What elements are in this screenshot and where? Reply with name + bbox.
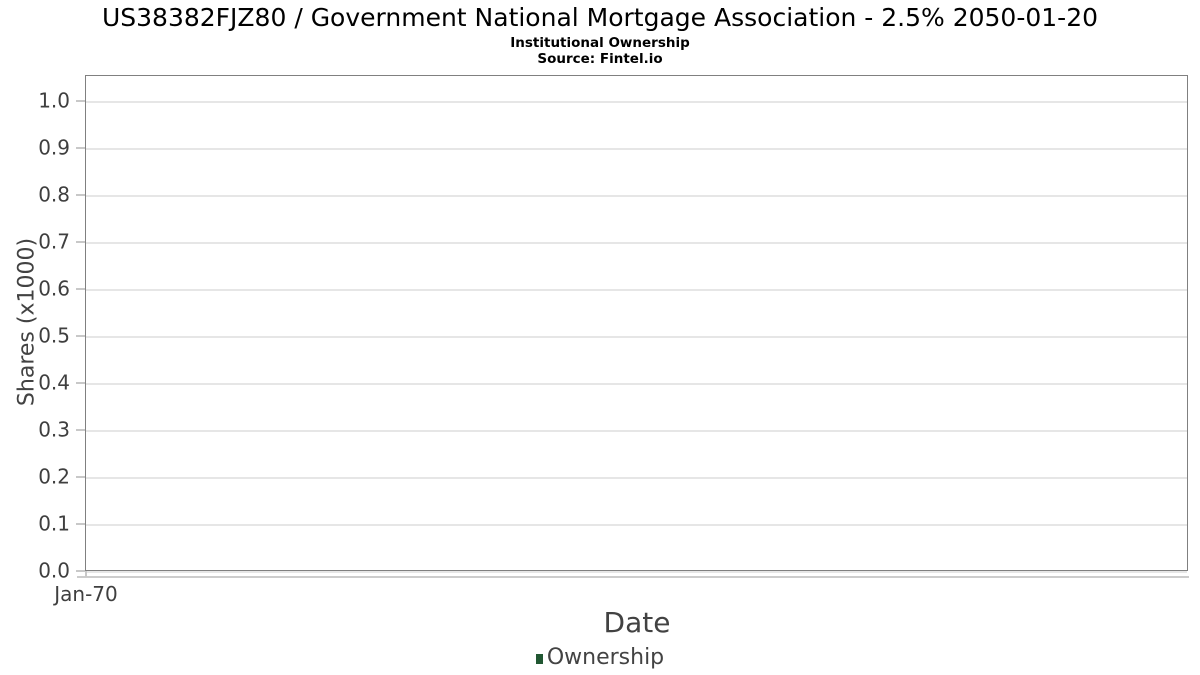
x-axis-title: Date — [603, 606, 671, 639]
y-tick-label: 0.1 — [38, 511, 70, 536]
gridline — [86, 383, 1187, 385]
y-tick-mark — [76, 147, 85, 149]
legend-label: Ownership — [546, 645, 665, 670]
y-tick-label: 0.6 — [38, 276, 70, 301]
x-tick-mark — [85, 571, 87, 577]
y-tick-label: 0.8 — [38, 182, 70, 207]
y-tick-mark — [76, 335, 85, 337]
x-axis-line — [77, 576, 1189, 578]
legend-item-ownership[interactable]: Ownership — [535, 645, 665, 670]
y-tick-mark — [76, 194, 85, 196]
gridline — [86, 477, 1187, 479]
y-tick-label: 1.0 — [38, 88, 70, 113]
chart-title: US38382FJZ80 / Government National Mortg… — [101, 3, 1099, 32]
plot-area — [85, 75, 1188, 573]
y-tick-label: 0.5 — [38, 323, 70, 348]
y-tick-mark — [76, 429, 85, 431]
gridline — [86, 571, 1187, 573]
y-tick-mark — [76, 382, 85, 384]
y-tick-mark — [76, 288, 85, 290]
chart-subtitle: Institutional Ownership — [510, 35, 690, 51]
gridline — [86, 524, 1187, 526]
y-tick-mark — [76, 241, 85, 243]
y-tick-label: 0.7 — [38, 229, 70, 254]
y-tick-label: 0.2 — [38, 464, 70, 489]
chart-source: Source: Fintel.io — [537, 51, 663, 67]
gridline — [86, 336, 1187, 338]
legend: Ownership — [0, 645, 1200, 670]
y-tick-label: 0.4 — [38, 370, 70, 395]
gridline — [86, 101, 1187, 103]
y-tick-mark — [76, 100, 85, 102]
y-tick-mark — [76, 570, 85, 572]
y-tick-label: 0.0 — [38, 558, 70, 583]
gridline — [86, 430, 1187, 432]
gridline — [86, 289, 1187, 291]
gridline — [86, 242, 1187, 244]
y-tick-mark — [76, 523, 85, 525]
y-tick-mark — [76, 476, 85, 478]
y-axis: 0.0 0.1 0.2 0.3 0.4 0.5 0.6 0.7 0.8 0.9 1.0 — [0, 75, 85, 583]
x-tick-label: Jan-70 — [54, 582, 118, 606]
y-tick-label: 0.9 — [38, 135, 70, 160]
legend-marker-icon — [535, 654, 543, 664]
gridline — [86, 148, 1187, 150]
y-tick-label: 0.3 — [38, 417, 70, 442]
gridline — [86, 195, 1187, 197]
